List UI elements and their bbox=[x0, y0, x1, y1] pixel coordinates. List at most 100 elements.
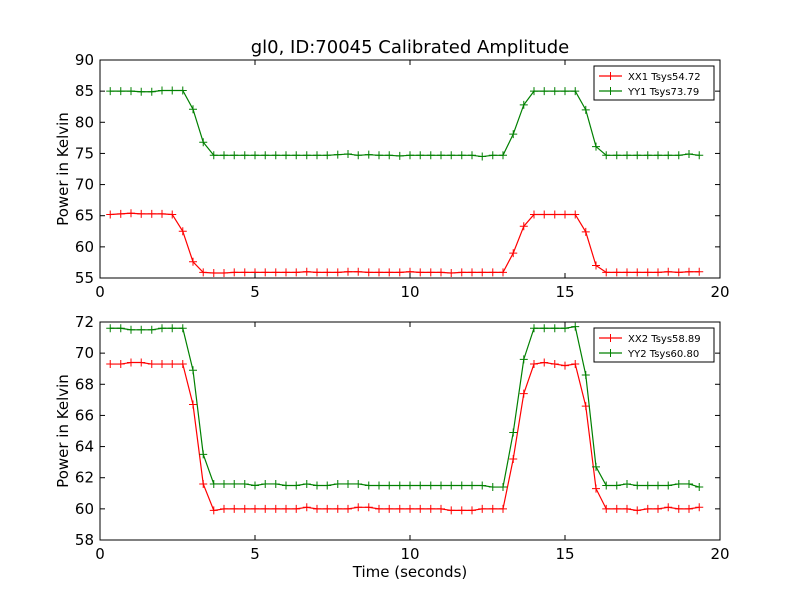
data-point bbox=[437, 504, 445, 513]
data-point bbox=[230, 268, 239, 277]
data-point bbox=[137, 358, 146, 367]
data-point bbox=[447, 481, 456, 490]
data-point bbox=[354, 479, 363, 488]
data-point bbox=[116, 360, 125, 369]
data-point bbox=[468, 151, 476, 160]
data-point bbox=[478, 504, 487, 513]
data-point bbox=[416, 151, 425, 160]
x-tick-label: 20 bbox=[710, 545, 729, 563]
data-point bbox=[643, 151, 652, 160]
legend: XX1 Tsys54.72 YY1 Tsys73.79 bbox=[593, 65, 715, 101]
data-point bbox=[633, 151, 642, 160]
data-point bbox=[261, 268, 270, 277]
series-line bbox=[110, 361, 700, 512]
data-point bbox=[478, 152, 487, 161]
data-point bbox=[292, 151, 301, 160]
data-point bbox=[251, 151, 259, 160]
data-point bbox=[282, 268, 290, 277]
data-point bbox=[519, 355, 528, 364]
data-point bbox=[189, 105, 197, 114]
data-point bbox=[230, 151, 239, 160]
data-point bbox=[271, 268, 280, 277]
data-point bbox=[323, 151, 332, 160]
data-point bbox=[664, 503, 673, 512]
data-point bbox=[612, 151, 621, 160]
data-point bbox=[375, 481, 383, 490]
data-point bbox=[633, 268, 642, 277]
data-point bbox=[116, 324, 125, 333]
data-point bbox=[240, 268, 249, 277]
legend-entry: XX1 Tsys54.72 bbox=[599, 72, 701, 83]
data-point bbox=[209, 151, 218, 160]
data-point bbox=[302, 267, 311, 276]
data-point bbox=[581, 402, 590, 411]
data-point bbox=[685, 504, 693, 513]
x-tick-label: 5 bbox=[250, 283, 260, 301]
data-point bbox=[540, 358, 549, 367]
data-point bbox=[230, 504, 239, 513]
y-tick-label: 58 bbox=[75, 531, 94, 549]
data-point bbox=[488, 268, 497, 277]
data-point bbox=[189, 366, 197, 375]
legend: XX2 Tsys58.89 YY2 Tsys60.80 bbox=[593, 327, 715, 363]
legend-entry: YY2 Tsys60.80 bbox=[599, 349, 699, 360]
data-point bbox=[612, 481, 621, 490]
data-point bbox=[643, 481, 652, 490]
data-point bbox=[385, 504, 394, 513]
data-point bbox=[292, 504, 301, 513]
data-point bbox=[385, 268, 394, 277]
data-point bbox=[323, 481, 332, 490]
data-point bbox=[406, 504, 414, 513]
data-point bbox=[602, 151, 611, 160]
data-point bbox=[447, 151, 456, 160]
data-point bbox=[519, 100, 528, 109]
data-point bbox=[189, 257, 197, 266]
series-2-1 bbox=[106, 358, 704, 515]
data-point bbox=[364, 150, 373, 159]
data-point bbox=[550, 360, 559, 369]
data-point bbox=[499, 483, 507, 492]
data-point bbox=[406, 481, 414, 490]
series-line bbox=[110, 212, 700, 274]
legend-marker bbox=[606, 334, 615, 342]
data-point bbox=[282, 481, 290, 490]
y-axis-label: Power in Kelvin bbox=[54, 374, 72, 488]
data-point bbox=[313, 504, 321, 513]
data-point bbox=[127, 209, 135, 218]
data-point bbox=[623, 268, 631, 277]
data-point bbox=[344, 150, 352, 159]
data-point bbox=[509, 249, 518, 258]
data-point bbox=[189, 400, 197, 409]
data-point bbox=[220, 504, 228, 513]
x-tick-label: 10 bbox=[400, 283, 419, 301]
data-point bbox=[695, 267, 704, 276]
data-point bbox=[364, 503, 373, 512]
legend-entry: YY1 Tsys73.79 bbox=[599, 87, 699, 98]
data-point bbox=[147, 87, 156, 96]
data-point bbox=[643, 504, 652, 513]
y-tick-label: 62 bbox=[75, 469, 94, 487]
y-tick-label: 90 bbox=[75, 51, 94, 69]
data-point bbox=[416, 504, 425, 513]
data-point bbox=[137, 325, 146, 334]
data-point bbox=[116, 209, 125, 218]
data-point bbox=[457, 506, 466, 515]
data-point bbox=[209, 479, 218, 488]
data-point bbox=[685, 267, 693, 276]
data-point bbox=[457, 268, 466, 277]
y-tick-label: 80 bbox=[75, 113, 94, 131]
data-point bbox=[395, 268, 404, 277]
data-point bbox=[158, 209, 166, 218]
data-point bbox=[127, 87, 135, 96]
series-1-1 bbox=[106, 209, 704, 278]
data-point bbox=[251, 504, 259, 513]
series-2-2 bbox=[106, 322, 704, 492]
data-point bbox=[106, 87, 115, 96]
data-point bbox=[426, 268, 435, 277]
data-point bbox=[499, 151, 507, 160]
y-tick-label: 60 bbox=[75, 500, 94, 518]
data-point bbox=[282, 151, 290, 160]
y-tick-label: 60 bbox=[75, 238, 94, 256]
data-point bbox=[530, 360, 538, 369]
data-point bbox=[633, 506, 642, 515]
